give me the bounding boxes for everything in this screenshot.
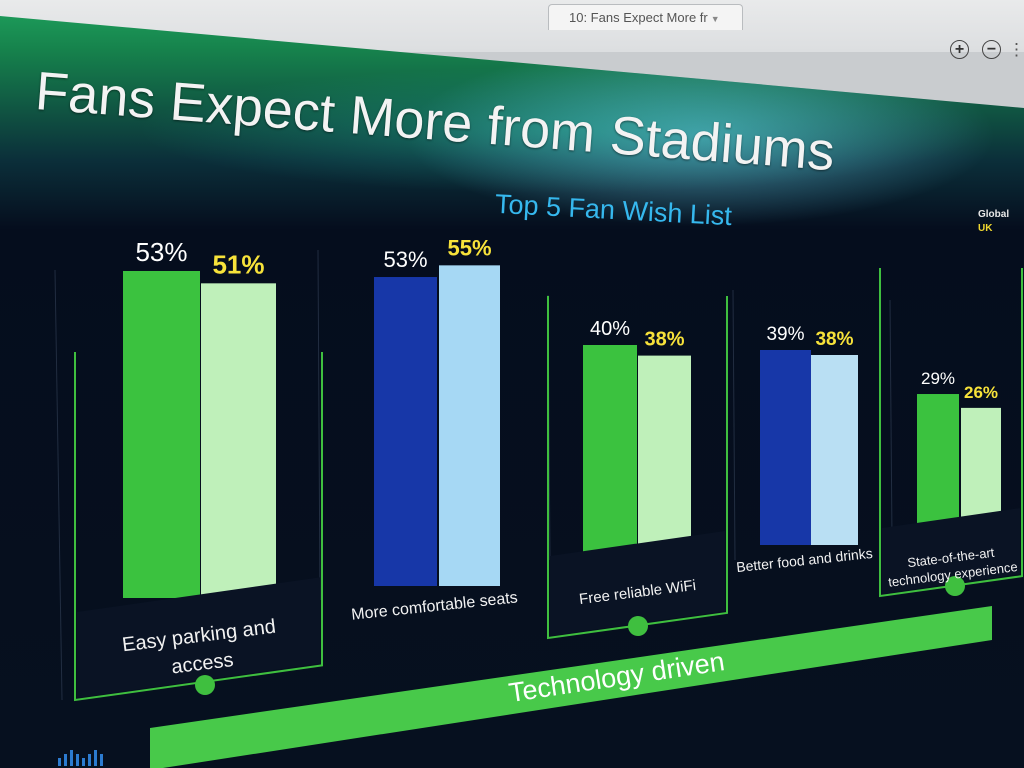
bar-global-5 bbox=[917, 394, 959, 528]
bar-uk-3 bbox=[638, 355, 691, 557]
data-label-uk-5: 26% bbox=[964, 383, 998, 402]
group-separator-4 bbox=[889, 299, 893, 541]
banner-bar bbox=[150, 606, 992, 768]
category-label-4: Better food and drinks bbox=[736, 545, 874, 575]
connector-dot-1 bbox=[195, 675, 215, 695]
bar-global-4 bbox=[760, 350, 811, 545]
legend-uk: UK bbox=[978, 223, 993, 234]
legend-global: Global bbox=[978, 209, 1009, 220]
data-label-global-2: 53% bbox=[383, 247, 427, 272]
company-logo-icon bbox=[58, 750, 103, 766]
zoom-in-button[interactable]: + bbox=[950, 40, 969, 59]
chevron-down-icon[interactable]: ▼ bbox=[710, 14, 720, 24]
category-box-3 bbox=[550, 530, 725, 636]
data-label-global-3: 40% bbox=[590, 318, 630, 340]
bar-global-2 bbox=[374, 277, 437, 586]
connector-dot-5 bbox=[945, 576, 965, 596]
banner-label: Technology driven bbox=[507, 646, 727, 708]
bar-uk-4 bbox=[811, 355, 858, 545]
data-label-global-1: 53% bbox=[135, 237, 187, 267]
bar-uk-2 bbox=[439, 265, 500, 586]
bar-global-3 bbox=[583, 345, 637, 557]
category-label-2: More comfortable seats bbox=[351, 589, 519, 623]
bar-uk-5 bbox=[961, 407, 1001, 528]
group-separator-1 bbox=[317, 249, 321, 601]
slide-tab-label: 10: Fans Expect More fr bbox=[569, 10, 708, 25]
slide-tab[interactable]: 10: Fans Expect More fr ▼ bbox=[548, 4, 743, 30]
zoom-out-button[interactable]: − bbox=[982, 40, 1001, 59]
category-box-1 bbox=[77, 577, 320, 698]
connector-dot-3 bbox=[628, 616, 648, 636]
data-label-global-5: 29% bbox=[921, 369, 955, 388]
data-label-uk-1: 51% bbox=[212, 249, 264, 279]
bar-global-1 bbox=[123, 270, 200, 598]
more-options-icon[interactable]: ⋮ bbox=[1008, 40, 1024, 59]
group-separator-0 bbox=[54, 269, 63, 701]
data-label-uk-4: 38% bbox=[815, 329, 853, 350]
bar-uk-1 bbox=[201, 283, 276, 598]
category-box-5 bbox=[882, 508, 1020, 594]
group-separator-3 bbox=[732, 289, 736, 561]
data-label-global-4: 39% bbox=[766, 324, 804, 345]
data-label-uk-2: 55% bbox=[447, 235, 491, 260]
data-label-uk-3: 38% bbox=[644, 329, 684, 351]
chart-title: Top 5 Fan Wish List bbox=[494, 189, 733, 231]
